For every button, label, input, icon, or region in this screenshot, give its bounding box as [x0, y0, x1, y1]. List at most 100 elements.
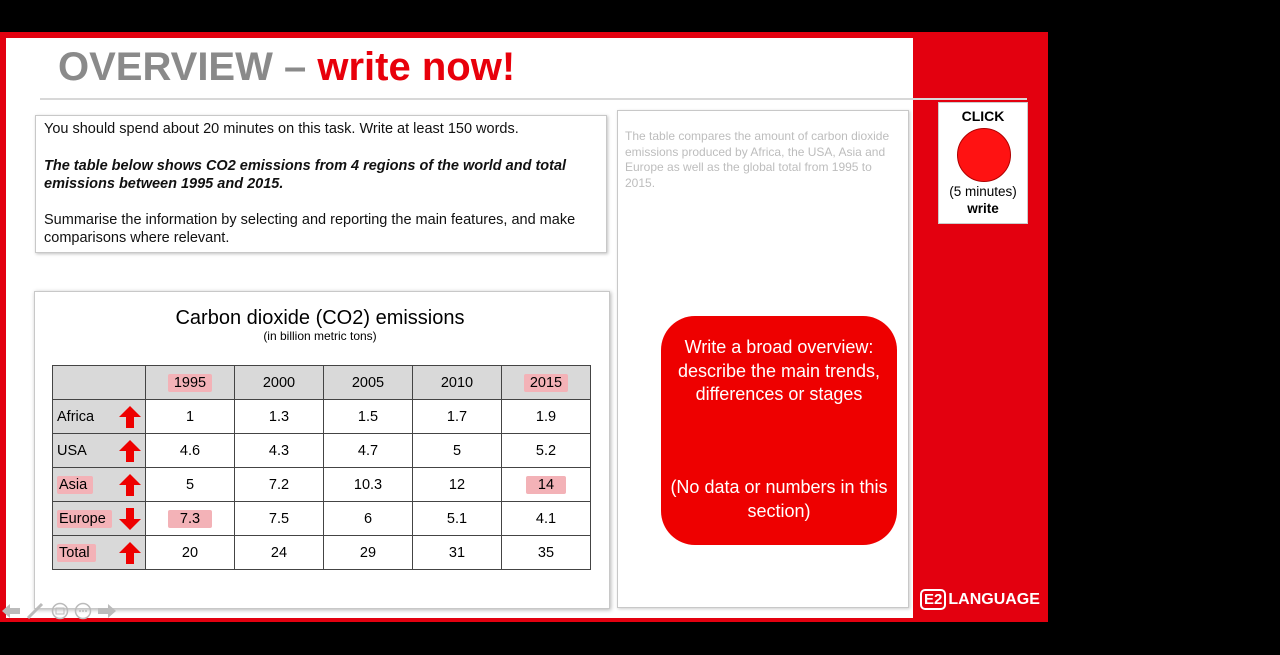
table-row: Europe 7.3 7.5 6 5.1 4.1 — [52, 501, 591, 536]
table-header-row: 1995 2000 2005 2010 2015 — [52, 365, 591, 400]
row-label-total: Total — [52, 535, 146, 570]
trend-up-arrow-icon — [119, 440, 141, 462]
bubble-instruction: Write a broad overview: describe the mai… — [677, 337, 881, 404]
title-divider — [40, 98, 1027, 100]
value-label: 4.6 — [179, 442, 201, 459]
value-cell: 24 — [234, 535, 324, 570]
region-label: Total — [57, 543, 96, 562]
value-cell: 10.3 — [323, 467, 413, 502]
year-label: 2015 — [523, 373, 569, 392]
e2-language-logo: E2 LANGUAGE — [920, 589, 1040, 610]
table-row: Africa 1 1.3 1.5 1.7 1.9 — [52, 399, 591, 434]
start-timer-button[interactable] — [957, 128, 1011, 182]
trend-up-arrow-icon — [119, 474, 141, 496]
value-label: 20 — [181, 544, 199, 561]
timer-action: write — [967, 201, 999, 216]
value-label: 31 — [448, 544, 466, 561]
chart-subtitle: (in billion metric tons) — [263, 329, 377, 343]
chart-title: Carbon dioxide (CO2) emissions — [175, 307, 465, 329]
value-label: 35 — [537, 544, 555, 561]
more-icon[interactable] — [74, 602, 92, 620]
slides-icon[interactable] — [51, 602, 69, 620]
bubble-note: (No data or numbers in this section) — [670, 477, 888, 521]
region-label: Africa — [57, 408, 95, 425]
title-overview: OVERVIEW – — [58, 45, 307, 89]
value-label: 1 — [185, 408, 195, 425]
value-label: 7.5 — [268, 510, 290, 527]
year-label: 2000 — [262, 374, 296, 391]
value-cell: 6 — [323, 501, 413, 536]
value-label: 5 — [452, 442, 462, 459]
column-header-2005: 2005 — [323, 365, 413, 400]
pen-icon[interactable] — [26, 602, 44, 620]
value-cell: 5 — [145, 467, 235, 502]
value-label: 6 — [363, 510, 373, 527]
column-header-2015: 2015 — [501, 365, 591, 400]
value-cell: 31 — [412, 535, 502, 570]
value-label: 1.5 — [357, 408, 379, 425]
region-label: USA — [57, 442, 87, 459]
value-label: 7.3 — [167, 509, 213, 528]
click-label: CLICK — [961, 108, 1005, 124]
forward-arrow-icon[interactable] — [98, 604, 116, 618]
column-header-1995: 1995 — [145, 365, 235, 400]
value-label: 29 — [359, 544, 377, 561]
logo-mark: E2 — [920, 589, 947, 610]
click-timer-box: CLICK (5 minutes) write — [938, 102, 1028, 224]
table-row: USA 4.6 4.3 4.7 5 5.2 — [52, 433, 591, 468]
value-cell: 1.9 — [501, 399, 591, 434]
trend-up-arrow-icon — [119, 406, 141, 428]
table-row: Total 20 24 29 31 35 — [52, 535, 591, 570]
value-label: 10.3 — [353, 476, 383, 493]
value-label: 7.2 — [268, 476, 290, 493]
back-arrow-icon[interactable] — [2, 604, 20, 618]
value-label: 5 — [185, 476, 195, 493]
value-label: 24 — [270, 544, 288, 561]
answer-intro-text: The table compares the amount of carbon … — [625, 129, 890, 190]
emissions-chart: Carbon dioxide (CO2) emissions (in billi… — [34, 291, 610, 609]
value-cell: 14 — [501, 467, 591, 502]
value-label: 1.9 — [535, 408, 557, 425]
task-prompt: The table below shows CO2 emissions from… — [44, 158, 567, 192]
value-cell: 7.2 — [234, 467, 324, 502]
table-row: Asia 5 7.2 10.3 12 14 — [52, 467, 591, 502]
value-cell: 7.5 — [234, 501, 324, 536]
year-label: 2005 — [351, 374, 385, 391]
value-cell: 4.3 — [234, 433, 324, 468]
value-label: 5.2 — [535, 442, 557, 459]
value-cell: 1.7 — [412, 399, 502, 434]
value-cell: 5.2 — [501, 433, 591, 468]
value-label: 4.1 — [535, 510, 557, 527]
value-cell: 1.5 — [323, 399, 413, 434]
column-header-2000: 2000 — [234, 365, 324, 400]
value-cell: 4.7 — [323, 433, 413, 468]
year-label: 2010 — [440, 374, 474, 391]
value-label: 12 — [448, 476, 466, 493]
region-label: Europe — [57, 509, 112, 528]
timer-duration: (5 minutes) — [949, 184, 1017, 199]
trend-down-arrow-icon — [119, 508, 141, 530]
task-instructions: You should spend about 20 minutes on thi… — [35, 115, 607, 253]
value-cell: 35 — [501, 535, 591, 570]
overview-speech-bubble: Write a broad overview: describe the mai… — [661, 316, 897, 545]
value-label: 4.3 — [268, 442, 290, 459]
value-cell: 20 — [145, 535, 235, 570]
value-cell: 1.3 — [234, 399, 324, 434]
region-label: Asia — [57, 475, 94, 494]
table-corner-cell — [52, 365, 146, 400]
value-cell: 5.1 — [412, 501, 502, 536]
row-label-usa: USA — [52, 433, 146, 468]
column-header-2010: 2010 — [412, 365, 502, 400]
row-label-africa: Africa — [52, 399, 146, 434]
value-cell: 29 — [323, 535, 413, 570]
row-label-europe: Europe — [52, 501, 146, 536]
value-label: 1.7 — [446, 408, 468, 425]
task-time-instruction: You should spend about 20 minutes on thi… — [44, 121, 519, 137]
value-label: 4.7 — [357, 442, 379, 459]
title-write-now: write now! — [317, 45, 516, 89]
value-label: 5.1 — [446, 510, 468, 527]
year-label: 1995 — [167, 373, 213, 392]
value-cell: 4.1 — [501, 501, 591, 536]
value-cell: 1 — [145, 399, 235, 434]
trend-up-arrow-icon — [119, 542, 141, 564]
